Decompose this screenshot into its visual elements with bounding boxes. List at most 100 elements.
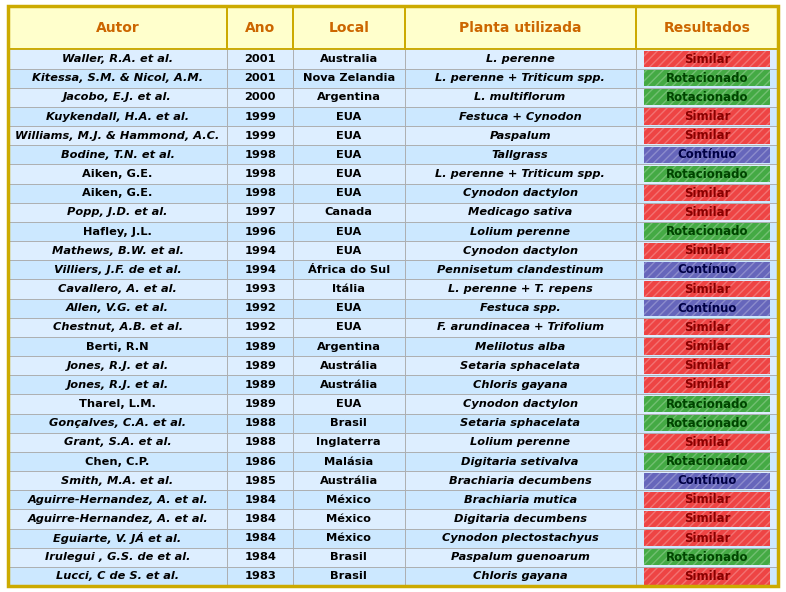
- Text: EUA: EUA: [336, 399, 362, 409]
- Bar: [8, 375, 227, 394]
- Text: Canada: Canada: [325, 207, 373, 217]
- Bar: [293, 88, 405, 107]
- Text: EUA: EUA: [336, 246, 362, 256]
- Text: Similar: Similar: [684, 244, 730, 257]
- Text: Similar: Similar: [684, 53, 730, 66]
- Text: Festuca + Cynodon: Festuca + Cynodon: [459, 111, 582, 121]
- Bar: [8, 529, 227, 548]
- Bar: [227, 184, 293, 202]
- Bar: [636, 490, 778, 509]
- Bar: [645, 128, 769, 144]
- Bar: [636, 375, 778, 394]
- Text: 1998: 1998: [244, 169, 276, 179]
- Text: 2001: 2001: [244, 54, 276, 64]
- Bar: [645, 358, 769, 374]
- Text: Bodine, T.N. et al.: Bodine, T.N. et al.: [61, 150, 174, 160]
- Bar: [405, 337, 636, 356]
- Bar: [645, 377, 769, 393]
- Text: 1984: 1984: [244, 552, 276, 562]
- Bar: [645, 319, 769, 336]
- Text: Chestnut, A.B. et al.: Chestnut, A.B. et al.: [53, 322, 182, 332]
- Text: EUA: EUA: [336, 169, 362, 179]
- Text: Mathews, B.W. et al.: Mathews, B.W. et al.: [52, 246, 184, 256]
- Bar: [293, 126, 405, 145]
- Bar: [405, 567, 636, 586]
- Bar: [636, 50, 778, 69]
- Bar: [8, 241, 227, 260]
- Bar: [636, 279, 778, 298]
- Bar: [8, 509, 227, 529]
- Text: Itália: Itália: [332, 284, 365, 294]
- Text: 1992: 1992: [244, 322, 276, 332]
- Text: Waller, R.A. et al.: Waller, R.A. et al.: [62, 54, 173, 64]
- Text: 1984: 1984: [244, 495, 276, 505]
- Bar: [645, 204, 769, 220]
- Text: Ano: Ano: [245, 21, 275, 35]
- Bar: [8, 452, 227, 471]
- Text: 1998: 1998: [244, 188, 276, 198]
- Bar: [405, 356, 636, 375]
- Bar: [227, 356, 293, 375]
- Bar: [645, 396, 769, 412]
- Bar: [636, 107, 778, 126]
- Bar: [405, 145, 636, 165]
- Bar: [8, 414, 227, 433]
- Bar: [227, 165, 293, 184]
- Bar: [227, 414, 293, 433]
- Text: Similar: Similar: [684, 206, 730, 219]
- Bar: [227, 567, 293, 586]
- Text: 1989: 1989: [244, 342, 276, 352]
- Text: Digitaria setivalva: Digitaria setivalva: [461, 456, 578, 466]
- Bar: [645, 453, 769, 469]
- Bar: [293, 356, 405, 375]
- Bar: [293, 165, 405, 184]
- Text: Gonçalves, C.A. et al.: Gonçalves, C.A. et al.: [49, 418, 186, 428]
- Bar: [405, 202, 636, 222]
- Bar: [227, 69, 293, 88]
- Text: 1984: 1984: [244, 533, 276, 543]
- Bar: [8, 298, 227, 318]
- Bar: [405, 433, 636, 452]
- Bar: [645, 108, 769, 124]
- Bar: [227, 529, 293, 548]
- Text: Nova Zelandia: Nova Zelandia: [303, 73, 395, 83]
- Text: Local: Local: [329, 21, 369, 35]
- Bar: [227, 145, 293, 165]
- Bar: [636, 6, 778, 50]
- Bar: [227, 548, 293, 567]
- Bar: [645, 435, 769, 451]
- Bar: [227, 260, 293, 279]
- Bar: [8, 88, 227, 107]
- Text: Smith, M.A. et al.: Smith, M.A. et al.: [61, 475, 174, 485]
- Bar: [8, 394, 227, 414]
- Text: Contínuo: Contínuo: [678, 302, 736, 315]
- Text: Aiken, G.E.: Aiken, G.E.: [83, 188, 152, 198]
- Text: Rotacionado: Rotacionado: [666, 455, 748, 468]
- Text: Eguiarte, V. JÁ et al.: Eguiarte, V. JÁ et al.: [53, 532, 182, 544]
- Bar: [293, 567, 405, 586]
- Bar: [405, 69, 636, 88]
- Bar: [636, 69, 778, 88]
- Bar: [293, 202, 405, 222]
- Bar: [636, 471, 778, 490]
- Bar: [636, 394, 778, 414]
- Text: Jones, R.J. et al.: Jones, R.J. et al.: [67, 380, 169, 390]
- Bar: [405, 298, 636, 318]
- Text: Contínuo: Contínuo: [678, 263, 736, 276]
- Bar: [636, 318, 778, 337]
- Text: Allen, V.G. et al.: Allen, V.G. et al.: [66, 303, 169, 313]
- Bar: [645, 70, 769, 86]
- Bar: [8, 260, 227, 279]
- Text: Brachiaria decumbens: Brachiaria decumbens: [449, 475, 592, 485]
- Bar: [645, 377, 769, 393]
- Bar: [645, 166, 769, 182]
- Text: Williams, M.J. & Hammond, A.C.: Williams, M.J. & Hammond, A.C.: [16, 131, 220, 141]
- Bar: [8, 337, 227, 356]
- Bar: [8, 567, 227, 586]
- Text: Australia: Australia: [320, 54, 378, 64]
- Bar: [293, 50, 405, 69]
- Bar: [8, 490, 227, 509]
- Bar: [293, 184, 405, 202]
- Text: Contínuo: Contínuo: [678, 149, 736, 162]
- Text: EUA: EUA: [336, 131, 362, 141]
